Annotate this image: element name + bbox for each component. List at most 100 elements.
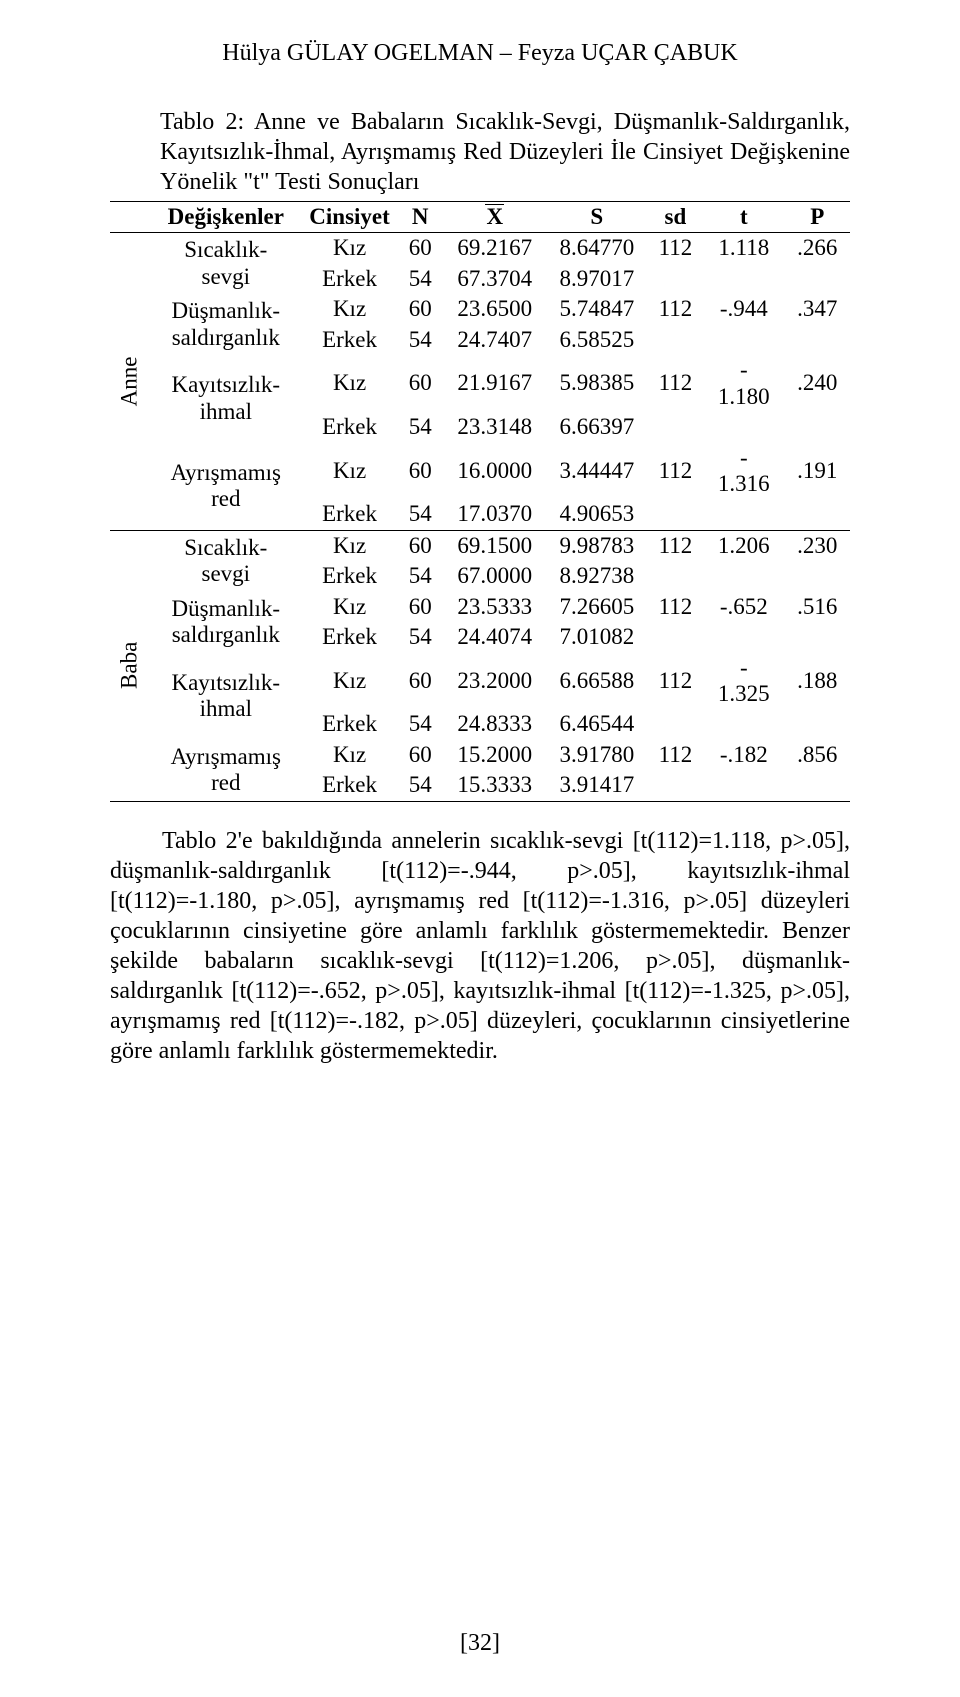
- col-p: P: [785, 202, 850, 233]
- cell-t: -1.316: [703, 443, 785, 500]
- cell-sd: 112: [648, 233, 703, 264]
- cell-n: 54: [397, 709, 444, 739]
- cell-s: 8.97017: [546, 264, 648, 294]
- cell-t: [703, 325, 785, 355]
- cell-sd: 112: [648, 530, 703, 561]
- body-paragraph: Tablo 2'e bakıldığında annelerin sıcaklı…: [110, 826, 850, 1066]
- cell-n: 60: [397, 592, 444, 622]
- cell-p: .240: [785, 355, 850, 412]
- cell-s: 7.26605: [546, 592, 648, 622]
- cell-s: 3.91417: [546, 770, 648, 801]
- cell-cins: Kız: [302, 653, 396, 710]
- cell-p: [785, 325, 850, 355]
- cell-sd: 112: [648, 740, 703, 770]
- cell-p: [785, 561, 850, 591]
- cell-p: .230: [785, 530, 850, 561]
- variable-label: Sıcaklık-sevgi: [149, 233, 302, 294]
- cell-n: 54: [397, 325, 444, 355]
- cell-n: 60: [397, 355, 444, 412]
- table-row: AnneSıcaklık-sevgiKız6069.21678.64770112…: [110, 233, 850, 264]
- cell-t: [703, 499, 785, 530]
- cell-cins: Erkek: [302, 770, 396, 801]
- cell-t: -.652: [703, 592, 785, 622]
- variable-label: Kayıtsızlık-ihmal: [149, 355, 302, 442]
- page-number: [32]: [0, 1630, 960, 1657]
- table-row: BabaSıcaklık-sevgiKız6069.15009.98783112…: [110, 530, 850, 561]
- cell-n: 54: [397, 499, 444, 530]
- running-head: Hülya GÜLAY OGELMAN – Feyza UÇAR ÇABUK: [110, 40, 850, 67]
- results-table: Değişkenler Cinsiyet N X S sd t P AnneSı…: [110, 201, 850, 802]
- cell-n: 60: [397, 653, 444, 710]
- cell-t: -.182: [703, 740, 785, 770]
- cell-t: 1.206: [703, 530, 785, 561]
- cell-sd: 112: [648, 653, 703, 710]
- group-label-anne: Anne: [110, 233, 149, 530]
- variable-label: Düşmanlık-saldırganlık: [149, 592, 302, 653]
- cell-cins: Kız: [302, 294, 396, 324]
- table-header-row: Değişkenler Cinsiyet N X S sd t P: [110, 202, 850, 233]
- cell-s: 6.46544: [546, 709, 648, 739]
- cell-t: 1.118: [703, 233, 785, 264]
- cell-n: 54: [397, 412, 444, 442]
- cell-s: 5.98385: [546, 355, 648, 412]
- cell-cins: Erkek: [302, 325, 396, 355]
- cell-s: 4.90653: [546, 499, 648, 530]
- cell-xbar: 15.3333: [444, 770, 546, 801]
- cell-t: -1.325: [703, 653, 785, 710]
- cell-xbar: 67.3704: [444, 264, 546, 294]
- cell-cins: Kız: [302, 233, 396, 264]
- cell-n: 60: [397, 530, 444, 561]
- cell-s: 7.01082: [546, 622, 648, 652]
- cell-p: [785, 622, 850, 652]
- table-row: Düşmanlık-saldırganlıkKız6023.65005.7484…: [110, 294, 850, 324]
- cell-p: .856: [785, 740, 850, 770]
- col-n: N: [397, 202, 444, 233]
- col-var: Değişkenler: [149, 202, 302, 233]
- cell-cins: Erkek: [302, 264, 396, 294]
- cell-cins: Erkek: [302, 412, 396, 442]
- cell-cins: Erkek: [302, 622, 396, 652]
- cell-p: .266: [785, 233, 850, 264]
- cell-sd: [648, 264, 703, 294]
- col-cins: Cinsiyet: [302, 202, 396, 233]
- col-s: S: [546, 202, 648, 233]
- cell-xbar: 23.5333: [444, 592, 546, 622]
- cell-cins: Kız: [302, 355, 396, 412]
- cell-sd: 112: [648, 294, 703, 324]
- cell-sd: 112: [648, 355, 703, 412]
- col-t: t: [703, 202, 785, 233]
- cell-t: [703, 561, 785, 591]
- cell-s: 6.66397: [546, 412, 648, 442]
- cell-sd: [648, 709, 703, 739]
- cell-n: 54: [397, 622, 444, 652]
- cell-xbar: 15.2000: [444, 740, 546, 770]
- cell-p: .516: [785, 592, 850, 622]
- cell-sd: 112: [648, 592, 703, 622]
- cell-n: 54: [397, 770, 444, 801]
- cell-p: [785, 709, 850, 739]
- table-row: Düşmanlık-saldırganlıkKız6023.53337.2660…: [110, 592, 850, 622]
- cell-xbar: 24.7407: [444, 325, 546, 355]
- variable-label: Sıcaklık-sevgi: [149, 530, 302, 591]
- cell-xbar: 16.0000: [444, 443, 546, 500]
- cell-s: 8.92738: [546, 561, 648, 591]
- cell-xbar: 24.8333: [444, 709, 546, 739]
- cell-cins: Erkek: [302, 709, 396, 739]
- variable-label: Ayrışmamışred: [149, 740, 302, 801]
- cell-xbar: 67.0000: [444, 561, 546, 591]
- cell-xbar: 24.4074: [444, 622, 546, 652]
- cell-n: 60: [397, 233, 444, 264]
- cell-n: 60: [397, 443, 444, 500]
- cell-t: [703, 709, 785, 739]
- xbar-symbol: X: [486, 204, 503, 230]
- cell-n: 54: [397, 264, 444, 294]
- cell-s: 6.58525: [546, 325, 648, 355]
- cell-cins: Erkek: [302, 499, 396, 530]
- cell-n: 60: [397, 740, 444, 770]
- cell-sd: [648, 622, 703, 652]
- cell-s: 8.64770: [546, 233, 648, 264]
- page: Hülya GÜLAY OGELMAN – Feyza UÇAR ÇABUK T…: [0, 0, 960, 1697]
- cell-cins: Kız: [302, 740, 396, 770]
- cell-t: [703, 412, 785, 442]
- table-row: Kayıtsızlık-ihmalKız6023.20006.66588112-…: [110, 653, 850, 710]
